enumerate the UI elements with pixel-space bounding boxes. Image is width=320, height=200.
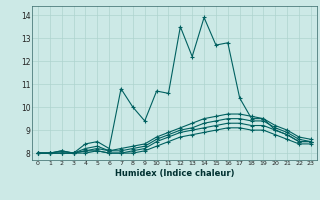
X-axis label: Humidex (Indice chaleur): Humidex (Indice chaleur) [115, 169, 234, 178]
